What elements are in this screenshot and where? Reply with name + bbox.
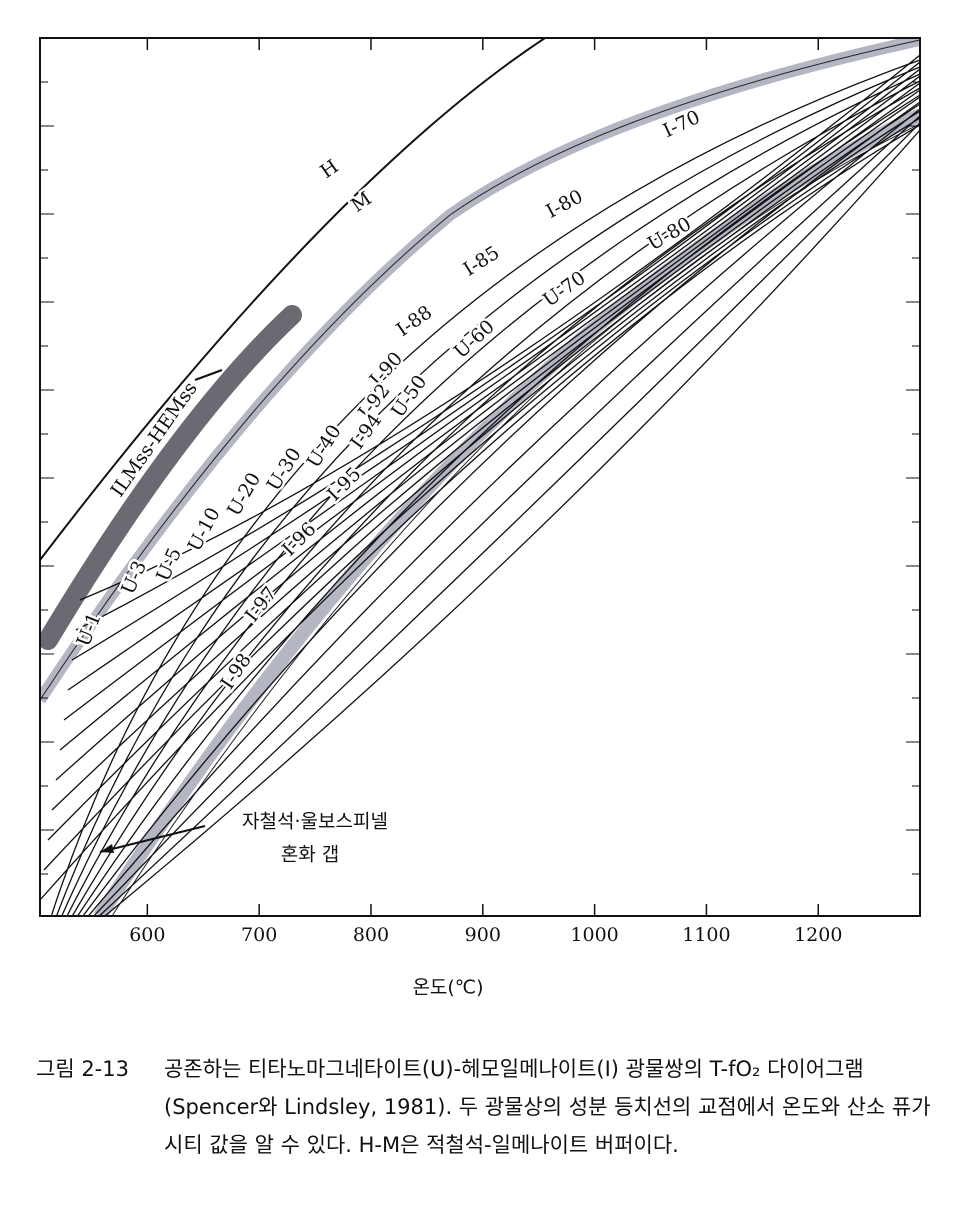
x-tick-label: 1100: [682, 924, 730, 946]
i-isopleth: [59, 89, 920, 751]
annotation: U-5: [152, 545, 186, 585]
i-isopleth: [79, 54, 920, 601]
annotation: I-95: [323, 463, 366, 506]
u-isopleth: [98, 122, 920, 916]
annotation: U-20: [223, 469, 265, 520]
diagram-curves: [40, 38, 920, 916]
annotation: I-85: [459, 242, 503, 281]
lower-band: [94, 108, 920, 916]
annotation: U-10: [184, 504, 225, 555]
i-isopleth: [51, 103, 920, 811]
i-isopleth: [47, 110, 920, 841]
x-tick-label: 600: [129, 924, 165, 946]
annotation: U-70: [539, 267, 590, 312]
annotation: I-98: [216, 649, 256, 693]
x-tick-label: 1200: [794, 924, 842, 946]
x-tick-label: 900: [465, 924, 501, 946]
h-m-buffer: [40, 38, 546, 561]
i-isopleth: [55, 96, 920, 781]
plot-frame: [39, 37, 921, 917]
ilm-hem-field: [40, 305, 302, 650]
upper-band-edge: [40, 39, 920, 701]
i-isopleth: [63, 82, 920, 721]
annotation: U-60: [450, 316, 499, 363]
i-isopleth: [43, 117, 920, 871]
annotation: 혼화 갭: [281, 844, 339, 866]
caption-text: 공존하는 티타노마그네타이트(U)-헤모일메나이트(I) 광물쌍의 T-fO₂ …: [164, 1057, 931, 1157]
u-isopleth: [55, 66, 920, 916]
annotation: U-3: [117, 558, 151, 598]
arrow: [194, 369, 223, 381]
i-isopleth: [71, 68, 920, 661]
u-isopleth: [87, 108, 920, 916]
annotation: I-90: [365, 348, 407, 391]
u-isopleth: [76, 94, 920, 916]
i-isopleth: [75, 61, 920, 631]
i-isopleth: [40, 124, 920, 901]
arrow-head: [100, 844, 114, 853]
caption: 그림 2-13 공존하는 티타노마그네타이트(U)-헤모일메나이트(I) 광물쌍…: [36, 1050, 936, 1164]
annotation: U-30: [263, 444, 306, 495]
chart: 온도(℃) 600 700 800 900 1000 1100 1200HMILMss-HE…: [39, 37, 921, 999]
i-isopleth: [67, 75, 920, 691]
u-isopleth: [61, 73, 920, 916]
u-isopleth: [103, 129, 920, 916]
annotation: I-88: [393, 301, 437, 341]
u-isopleth: [50, 59, 920, 916]
annotation: I-94: [346, 410, 386, 454]
annotation: U-50: [387, 371, 432, 422]
annotation: H: [316, 155, 342, 183]
u-isopleth: [92, 115, 920, 916]
annotation: M: [347, 188, 376, 217]
annotation: I-80: [543, 185, 587, 222]
lower-band-edge: [111, 123, 920, 916]
x-tick-label: 1000: [570, 924, 618, 946]
u-isopleth: [82, 101, 920, 916]
x-axis-label: 온도(℃): [412, 977, 483, 999]
arrow: [99, 825, 206, 853]
caption-label: 그림 2-13: [36, 1057, 129, 1081]
x-tick-label: 700: [241, 924, 277, 946]
x-tick-label: 800: [353, 924, 389, 946]
annotation: U-40: [303, 421, 346, 472]
annotation: 자철석·울보스피넬: [242, 811, 388, 833]
